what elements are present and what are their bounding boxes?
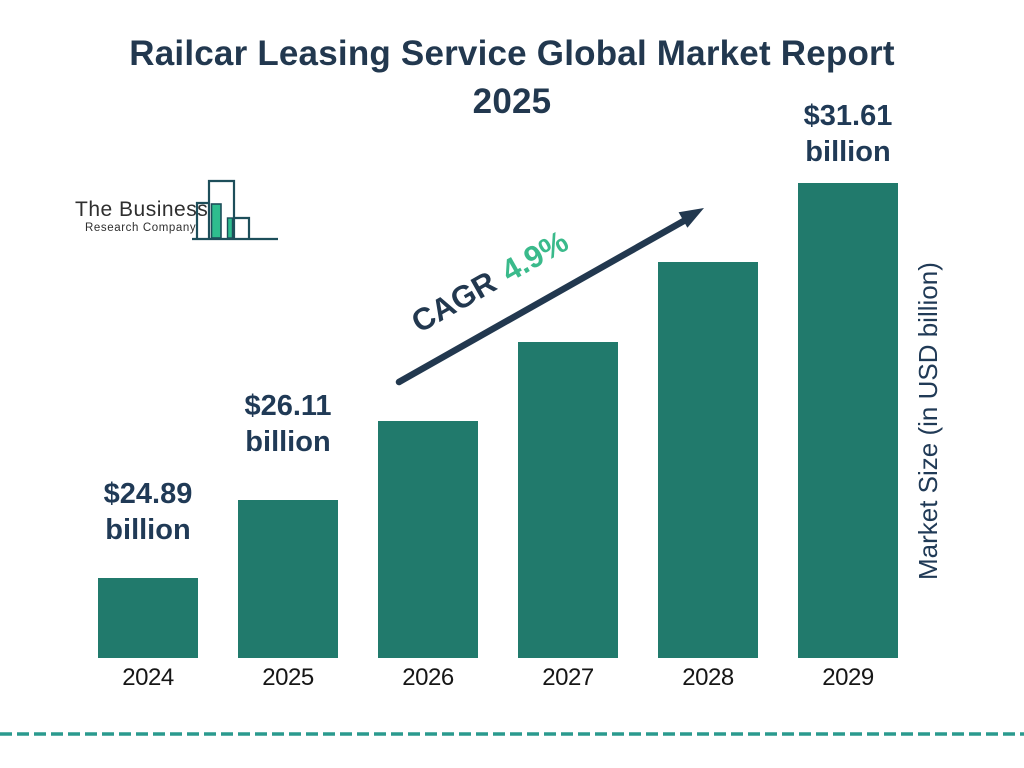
page-title-line2: 2025: [472, 82, 552, 121]
bar-2027: [518, 342, 618, 658]
logo-name-line2: Research Company: [85, 222, 197, 234]
y-axis-label: Market Size (in USD billion): [913, 262, 943, 580]
logo-bar-chart-icon: [192, 179, 278, 241]
x-axis-labels: 2024 2025 2026 2027 2028 2029: [98, 664, 898, 692]
page-title-line1: Railcar Leasing Service Global Market Re…: [129, 34, 895, 73]
company-logo: The Business Research Company: [75, 176, 290, 248]
page-title: Railcar Leasing Service Global Market Re…: [0, 30, 1024, 126]
bar-2025: [238, 500, 338, 658]
bar-2024: [98, 578, 198, 658]
x-axis-label-2029: 2029: [822, 664, 874, 691]
bar-column-2025: $26.11 billion: [238, 0, 338, 658]
x-axis-label-2027: 2027: [542, 664, 594, 691]
x-axis-label-2025: 2025: [262, 664, 314, 691]
bar-column-2029: $31.61 billion: [798, 0, 898, 658]
bar-2028: [658, 262, 758, 658]
bar-value-label-2025: $26.11 billion: [244, 390, 332, 458]
bar-column-2026: [378, 0, 478, 658]
bar-chart-plot-area: $24.89 billion $26.11 billion $31.61 billion: [98, 0, 898, 658]
bar-2026: [378, 421, 478, 658]
x-axis-label-2026: 2026: [402, 664, 454, 691]
company-logo-text: The Business Research Company: [75, 198, 209, 235]
bar-column-2024: $24.89 billion: [98, 0, 198, 658]
x-axis-label-2028: 2028: [682, 664, 734, 691]
x-axis-label-2024: 2024: [122, 664, 174, 691]
bar-value-label-2024: $24.89 billion: [103, 478, 193, 546]
bar-2029: [798, 183, 898, 658]
bar-column-2027: [518, 0, 618, 658]
logo-name-line1: The Business: [75, 198, 209, 221]
bar-value-label-2029: $31.61 billion: [803, 100, 893, 168]
bar-column-2028: [658, 0, 758, 658]
